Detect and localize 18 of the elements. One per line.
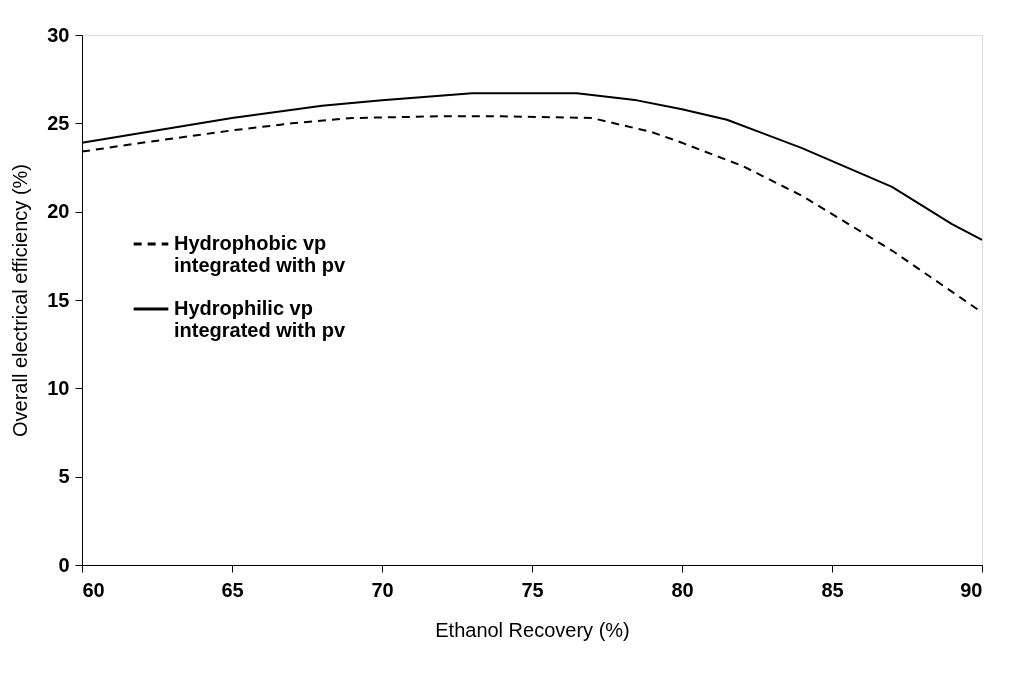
x-tick-label: 90 bbox=[960, 578, 983, 601]
y-axis-title: Overall electrical efficiency (%) bbox=[9, 163, 32, 438]
y-tick-label: 0 bbox=[58, 553, 70, 576]
y-tick-label: 10 bbox=[47, 376, 70, 399]
x-tick-label: 65 bbox=[221, 578, 244, 601]
x-tick-label: 80 bbox=[671, 578, 694, 601]
y-tick-label: 15 bbox=[47, 288, 70, 311]
x-tick-label: 70 bbox=[371, 578, 394, 601]
x-tick-label: 85 bbox=[821, 578, 844, 601]
y-tick-label: 5 bbox=[58, 465, 70, 488]
y-tick-label: 25 bbox=[47, 111, 70, 134]
y-tick-label: 20 bbox=[47, 200, 70, 223]
y-tick-label: 30 bbox=[47, 23, 70, 46]
legend-label: Hydrophobic vp integrated with pv bbox=[174, 232, 346, 276]
x-tick-label: 60 bbox=[82, 578, 105, 601]
x-axis-title: Ethanol Recovery (%) bbox=[435, 618, 630, 641]
legend-label: Hydrophilic vp integrated with pv bbox=[174, 297, 346, 341]
x-tick-label: 75 bbox=[521, 578, 544, 601]
